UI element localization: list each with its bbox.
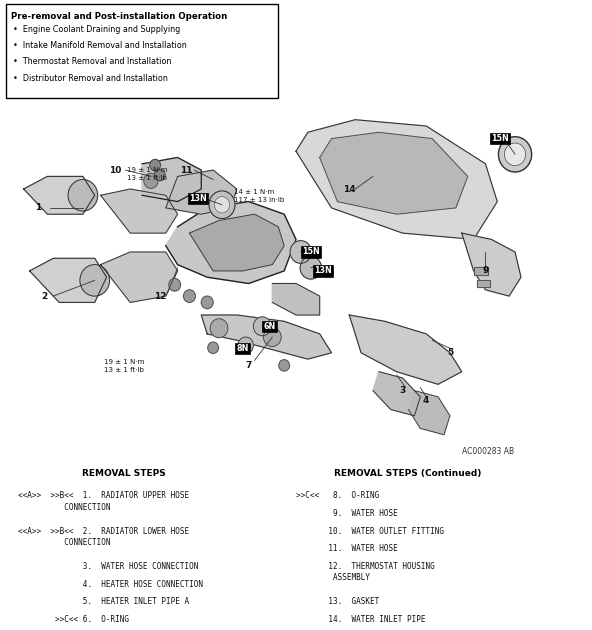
Text: •  Engine Coolant Draining and Supplying: • Engine Coolant Draining and Supplying [13,25,181,33]
Text: 11.  WATER HOSE: 11. WATER HOSE [296,544,398,553]
Circle shape [184,290,195,302]
Text: <<A>>  >>B<<  2.  RADIATOR LOWER HOSE
          CONNECTION: <<A>> >>B<< 2. RADIATOR LOWER HOSE CONNE… [18,527,189,547]
Circle shape [498,137,532,172]
Text: Pre-removal and Post-installation Operation: Pre-removal and Post-installation Operat… [11,12,227,21]
Circle shape [263,328,281,347]
Polygon shape [101,189,178,233]
Text: 14: 14 [343,185,356,193]
Text: 19 ± 1 N·m
13 ± 1 ft·lb: 19 ± 1 N·m 13 ± 1 ft·lb [127,167,168,181]
Polygon shape [30,258,107,302]
Polygon shape [462,233,521,296]
Polygon shape [166,202,296,284]
Circle shape [210,319,228,338]
Text: REMOVAL STEPS (Continued): REMOVAL STEPS (Continued) [334,469,482,478]
Polygon shape [201,315,332,359]
Text: 14 ± 1 N·m
117 ± 13 in·lb: 14 ± 1 N·m 117 ± 13 in·lb [234,189,284,203]
Text: 6N: 6N [263,322,275,331]
Circle shape [150,159,160,171]
Polygon shape [166,170,237,214]
Text: REMOVAL STEPS: REMOVAL STEPS [82,469,166,478]
Text: 2: 2 [41,292,47,301]
Text: 3: 3 [400,386,406,395]
Circle shape [80,265,110,296]
Bar [474,267,488,275]
Circle shape [253,317,271,336]
Text: •  Thermostat Removal and Installation: • Thermostat Removal and Installation [13,57,172,66]
Polygon shape [142,158,201,202]
Text: 14.  WATER INLET PIPE: 14. WATER INLET PIPE [296,615,426,624]
Bar [477,280,490,287]
Text: 15N: 15N [302,248,320,256]
Text: 10.  WATER OUTLET FITTING: 10. WATER OUTLET FITTING [296,527,444,536]
Text: 8N: 8N [237,344,249,353]
Text: 5.  HEATER INLET PIPE A: 5. HEATER INLET PIPE A [18,597,189,606]
Circle shape [300,256,321,279]
Text: 10: 10 [110,166,121,175]
Text: 6N: 6N [263,322,275,331]
Bar [6,4,278,98]
Text: 13N: 13N [189,194,207,203]
Text: 13.  GASKET: 13. GASKET [296,597,379,606]
Polygon shape [408,391,450,435]
Circle shape [169,278,181,291]
Text: 4.  HEATER HOSE CONNECTION: 4. HEATER HOSE CONNECTION [18,580,202,588]
Text: 8N: 8N [237,344,249,353]
Text: 13N: 13N [189,194,207,203]
Circle shape [290,241,311,263]
Text: 7: 7 [246,361,252,370]
Text: 13N: 13N [314,266,332,275]
Circle shape [68,180,98,211]
Text: •  Distributor Removal and Installation: • Distributor Removal and Installation [13,74,168,83]
Text: >>C<<   8.  O-RING: >>C<< 8. O-RING [296,491,379,500]
Text: 19 ± 1 N·m
13 ± 1 ft·lb: 19 ± 1 N·m 13 ± 1 ft·lb [104,359,144,373]
Circle shape [144,173,158,188]
Circle shape [201,296,213,309]
Text: •  Intake Manifold Removal and Installation: • Intake Manifold Removal and Installati… [13,41,186,50]
Polygon shape [349,315,462,384]
Circle shape [209,191,235,219]
Circle shape [279,360,289,371]
Text: 11: 11 [180,166,193,175]
Text: 15N: 15N [491,134,509,143]
Text: <<A>>  >>B<<  1.  RADIATOR UPPER HOSE
          CONNECTION: <<A>> >>B<< 1. RADIATOR UPPER HOSE CONNE… [18,491,189,512]
Text: 5: 5 [447,348,453,357]
Polygon shape [296,120,497,239]
Text: 1: 1 [36,203,41,212]
Polygon shape [320,132,468,214]
Circle shape [155,169,165,181]
Circle shape [208,342,218,353]
Bar [474,267,488,275]
Circle shape [504,143,526,166]
Polygon shape [101,252,178,302]
Text: AC000283 AB: AC000283 AB [462,447,514,456]
Polygon shape [272,284,320,315]
Text: 9.  WATER HOSE: 9. WATER HOSE [296,509,398,518]
Text: >>C<< 6.  O-RING: >>C<< 6. O-RING [18,615,129,624]
Circle shape [214,197,230,213]
Text: 9: 9 [482,266,488,275]
Text: 15N: 15N [491,134,509,143]
Polygon shape [189,214,284,271]
Text: 12: 12 [153,292,166,301]
Text: 12.  THERMOSTAT HOUSING
        ASSEMBLY: 12. THERMOSTAT HOUSING ASSEMBLY [296,562,435,582]
Circle shape [238,337,253,353]
Bar [477,280,490,287]
Text: 15N: 15N [302,248,320,256]
Polygon shape [24,176,95,214]
Text: 3.  WATER HOSE CONNECTION: 3. WATER HOSE CONNECTION [18,562,198,571]
Polygon shape [373,372,420,416]
Text: 13N: 13N [314,266,332,275]
Text: 4: 4 [423,396,429,404]
